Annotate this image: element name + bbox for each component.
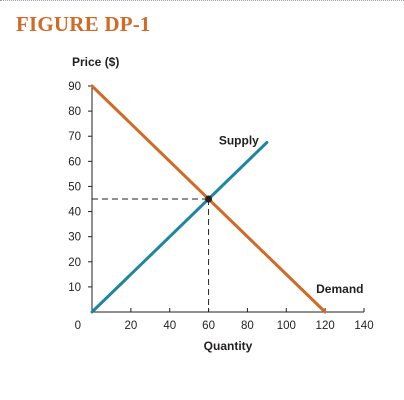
y-tick-label-20: 20	[68, 257, 81, 269]
supply-curve	[90, 141, 269, 314]
x-tick-label-100: 100	[277, 320, 296, 332]
y-tick-label-50: 50	[68, 181, 81, 193]
supply-curve-label: Supply	[219, 134, 259, 148]
y-tick-label-60: 60	[68, 156, 81, 168]
figure-title: FIGURE DP-1	[16, 12, 151, 36]
top-dotted-rule	[0, 0, 404, 1]
origin-label: 0	[75, 320, 81, 332]
y-tick-label-30: 30	[68, 232, 81, 244]
x-tick-label-120: 120	[316, 320, 335, 332]
x-tick-label-40: 40	[163, 320, 176, 332]
x-tick-label-140: 140	[354, 320, 373, 332]
y-tick-label-70: 70	[68, 131, 81, 143]
x-tick-label-60: 60	[202, 320, 215, 332]
y-axis-title: Price ($)	[72, 55, 119, 69]
y-tick-label-90: 90	[68, 81, 81, 93]
y-tick-label-40: 40	[68, 207, 81, 219]
equilibrium-point	[205, 195, 213, 203]
x-axis-title: Quantity	[204, 339, 253, 353]
y-tick-label-10: 10	[68, 282, 81, 294]
y-tick-label-80: 80	[68, 106, 81, 118]
demand-curve-label: Demand	[316, 282, 363, 296]
x-tick-label-20: 20	[124, 320, 137, 332]
x-tick-label-80: 80	[241, 320, 254, 332]
